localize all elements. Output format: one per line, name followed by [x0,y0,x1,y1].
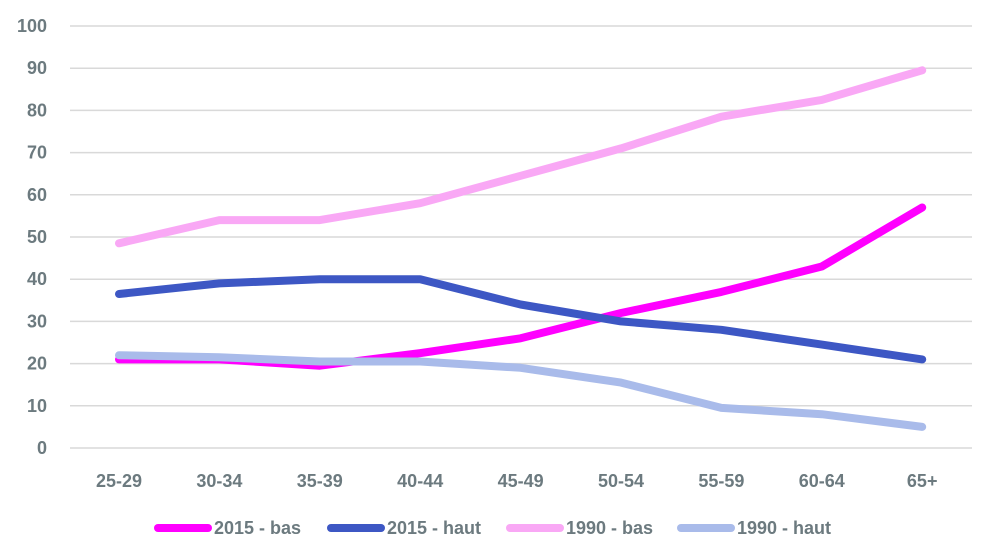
y-tick-label: 40 [27,269,47,289]
y-tick-label: 80 [27,100,47,120]
grid [70,25,972,449]
series-lines [115,66,927,431]
y-tick-label: 10 [27,396,47,416]
legend-label: 2015 - haut [387,518,481,538]
y-tick-label: 0 [37,438,47,458]
series-line-3 [115,351,927,431]
y-tick-label: 90 [27,58,47,78]
x-tick-label: 60-64 [799,471,845,491]
x-tick-label: 55-59 [698,471,744,491]
x-tick-label: 35-39 [297,471,343,491]
y-tick-label: 100 [17,16,47,36]
series-line-1 [115,275,927,364]
x-tick-label: 50-54 [598,471,644,491]
legend-label: 1990 - bas [566,518,653,538]
x-tick-label: 40-44 [397,471,443,491]
y-tick-label: 60 [27,185,47,205]
x-axis-ticks: 25-29 30-34 35-39 40-44 45-49 50-54 55-59 60-64… [96,471,937,491]
y-tick-label: 50 [27,227,47,247]
y-tick-label: 20 [27,354,47,374]
legend-label: 2015 - bas [214,518,301,538]
x-tick-label: 25-29 [96,471,142,491]
y-axis-ticks: 0 10 20 30 40 50 60 70 80 90 100 [17,16,47,458]
x-tick-label: 45-49 [498,471,544,491]
x-tick-label: 65+ [907,471,938,491]
x-tick-label: 30-34 [196,471,242,491]
series-line-2 [115,66,927,248]
y-tick-label: 30 [27,311,47,331]
y-tick-label: 70 [27,143,47,163]
legend-label: 1990 - haut [737,518,831,538]
legend: 2015 - bas 2015 - haut 1990 - bas 1990 - ha… [154,518,831,538]
